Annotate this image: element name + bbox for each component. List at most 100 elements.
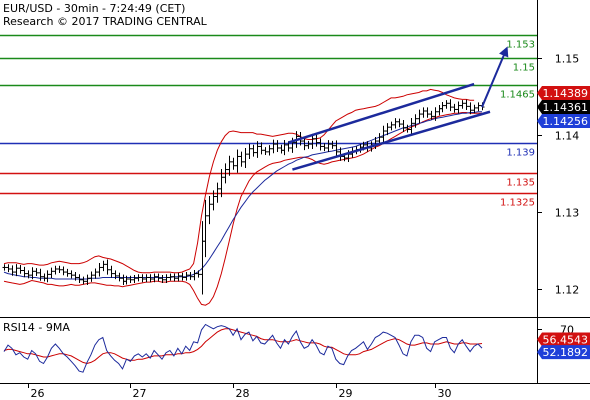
price-bar xyxy=(69,270,74,279)
level-label: 1.1465 xyxy=(500,90,535,101)
price-bar xyxy=(413,114,418,128)
price-bar xyxy=(279,144,284,154)
price-bar xyxy=(401,120,406,132)
rsi-ma-line xyxy=(3,328,483,365)
level-label: 1.15 xyxy=(513,63,535,74)
price-bar xyxy=(53,265,58,275)
rsi-tag-text: 56.4543 xyxy=(543,334,589,347)
rsi-tag-rsi: 52.1892 xyxy=(537,345,590,360)
price-bar xyxy=(227,155,232,176)
price-bar xyxy=(255,141,260,158)
price-bar xyxy=(30,267,35,280)
price-bar xyxy=(136,274,141,282)
price-bar xyxy=(180,272,185,281)
price-bar xyxy=(223,163,228,184)
price-bar xyxy=(437,105,442,116)
key-levels xyxy=(0,34,537,195)
price-bar xyxy=(271,139,276,154)
price-bar xyxy=(397,118,402,128)
price-bar xyxy=(456,101,461,114)
price-bar xyxy=(302,136,307,151)
price-bar xyxy=(101,260,106,272)
price-bar xyxy=(77,274,82,283)
price-bar xyxy=(460,100,465,109)
chart-credit: Research © 2017 TRADING CENTRAL xyxy=(3,15,208,28)
price-bar xyxy=(172,273,177,282)
moving-average-line xyxy=(3,111,482,280)
price-bar xyxy=(2,264,7,271)
price-bar xyxy=(444,100,449,109)
price-bar xyxy=(476,102,481,112)
price-axis: 1.12 1.13 1.14 1.15 xyxy=(537,53,579,297)
price-bar xyxy=(22,266,27,278)
price-bar xyxy=(121,274,126,285)
price-bar xyxy=(429,110,434,120)
level-label: 1.1325 xyxy=(500,198,535,209)
price-bar xyxy=(152,273,157,283)
rsi-tag-text: 52.1892 xyxy=(543,346,589,359)
price-bar xyxy=(282,140,287,156)
price-bar xyxy=(144,274,149,283)
price-bar xyxy=(49,267,54,279)
price-bar xyxy=(314,134,319,147)
time-axis: 26 27 28 29 30 xyxy=(28,383,452,400)
price-bar xyxy=(109,265,114,278)
price-bar xyxy=(200,221,205,295)
price-bar xyxy=(275,140,280,153)
price-bar xyxy=(148,274,153,283)
price-bar xyxy=(156,273,161,282)
rsi-title: RSI14 - 9MA xyxy=(3,321,70,334)
price-bar xyxy=(128,275,133,283)
price-bar xyxy=(417,109,422,124)
price-bar xyxy=(385,123,390,136)
price-bar xyxy=(433,107,438,121)
price-bar xyxy=(239,151,244,167)
price-bar xyxy=(330,140,335,149)
price-bar xyxy=(286,141,291,152)
price-bar xyxy=(132,275,137,283)
price-bar xyxy=(322,143,327,152)
price-bar xyxy=(215,182,220,203)
price-tag-text: 1.14361 xyxy=(543,101,589,114)
price-bar xyxy=(393,118,398,129)
price-bar xyxy=(176,272,181,282)
price-bar xyxy=(140,274,145,283)
trend-channel xyxy=(288,46,509,171)
price-bar xyxy=(425,107,430,118)
price-bar xyxy=(263,147,268,156)
price-bar xyxy=(14,264,19,277)
price-bar xyxy=(45,270,50,283)
price-bar xyxy=(464,99,469,110)
price-bar xyxy=(26,270,31,279)
price-bar xyxy=(306,140,311,149)
price-bar xyxy=(235,149,240,173)
price-bar xyxy=(326,140,331,153)
price-bar xyxy=(184,271,189,281)
price-bar xyxy=(251,144,256,157)
chart-title: EUR/USD - 30min - 7:24:49 (CET) xyxy=(3,2,185,15)
price-bar xyxy=(409,117,414,135)
price-bar xyxy=(18,265,23,274)
price-bar xyxy=(105,259,110,275)
price-bar xyxy=(89,271,94,282)
rsi-tag-rsi-ma: 56.4543 xyxy=(537,332,590,347)
price-bar xyxy=(381,125,386,143)
price-tag-last: 1.14361 xyxy=(537,100,590,115)
price-bar xyxy=(38,268,43,281)
price-bar xyxy=(334,140,339,158)
price-bar xyxy=(73,271,78,281)
price-bar xyxy=(65,268,70,277)
moving-average xyxy=(3,111,482,280)
time-tick-label: 27 xyxy=(133,387,147,400)
level-label: 1.153 xyxy=(506,40,535,51)
price-bar xyxy=(211,190,216,211)
price-bar xyxy=(472,104,477,114)
level-labels: 1.153 1.15 1.1465 1.139 1.135 1.1325 xyxy=(500,40,535,209)
price-bar xyxy=(6,264,11,273)
forecast-arrow xyxy=(481,46,509,108)
price-bar xyxy=(113,270,118,280)
price-bar xyxy=(10,265,15,276)
time-tick-label: 30 xyxy=(438,387,452,400)
